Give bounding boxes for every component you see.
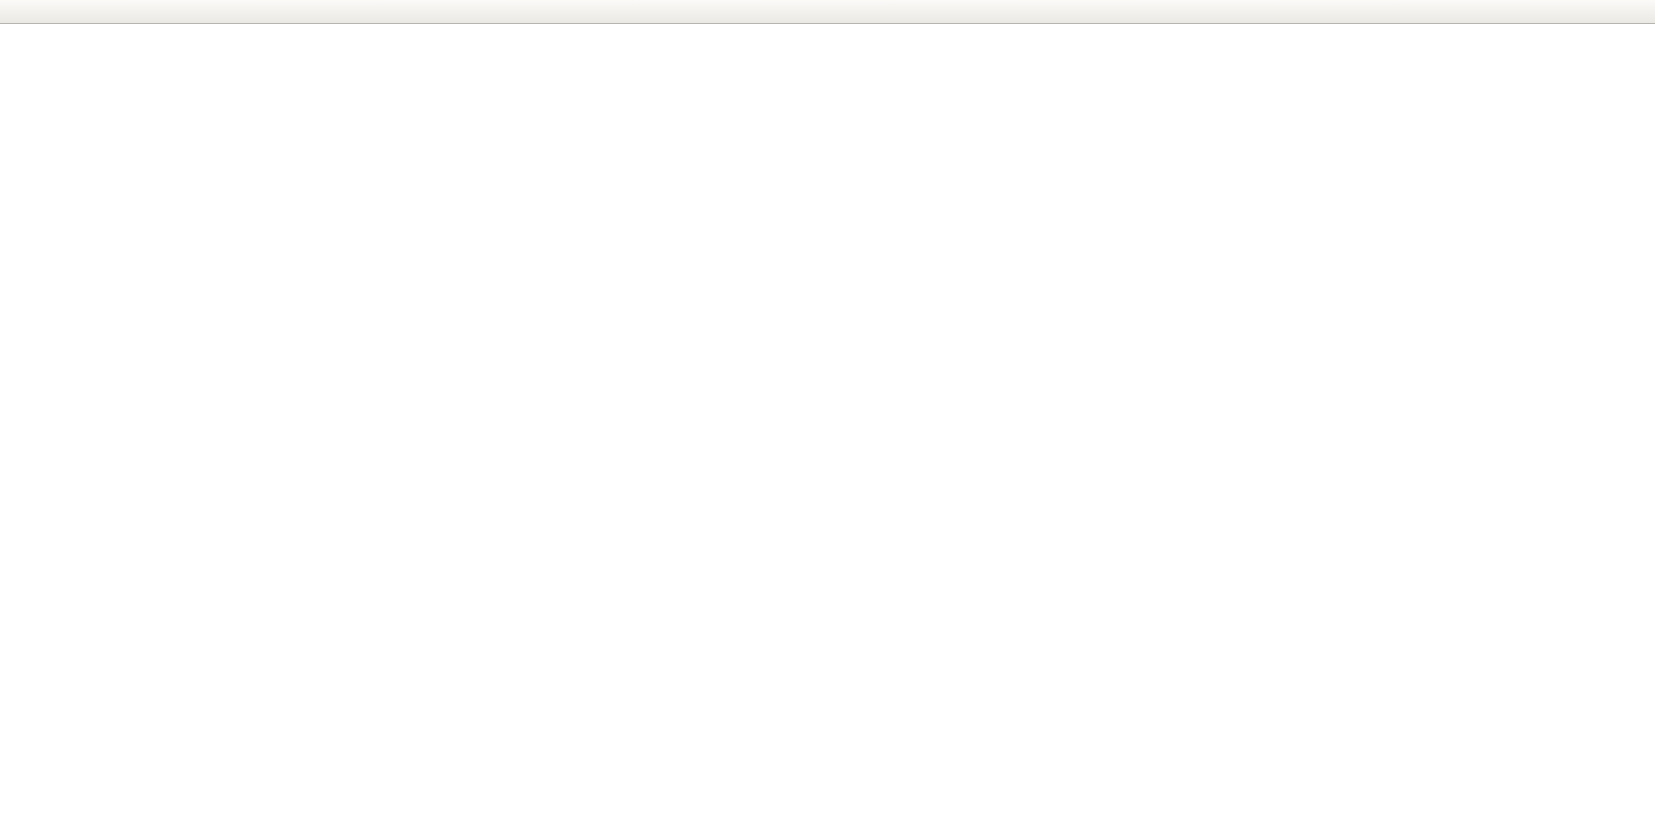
chart-title	[8, 28, 17, 40]
macd-indicator-label	[8, 578, 15, 590]
toolbar	[0, 0, 1655, 24]
rsi-indicator-label	[8, 678, 15, 690]
